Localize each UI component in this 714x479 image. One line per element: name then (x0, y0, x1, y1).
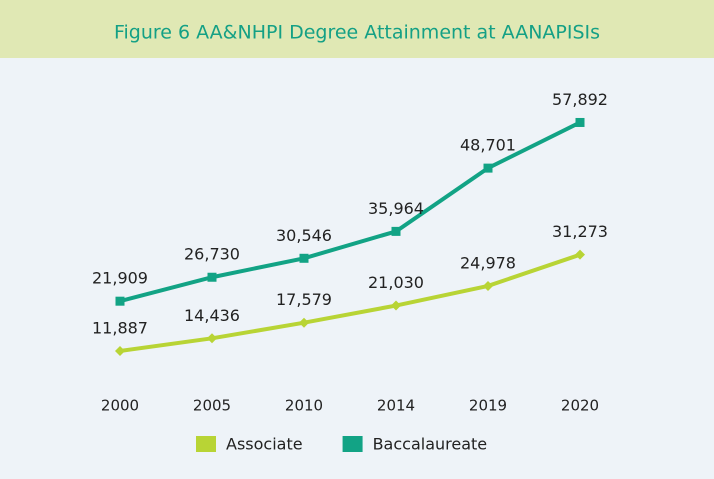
chart-title: Figure 6 AA&NHPI Degree Attainment at AA… (114, 22, 600, 44)
data-label: 24,978 (460, 253, 516, 272)
data-label: 31,273 (552, 222, 608, 241)
x-tick-label: 2005 (193, 397, 231, 415)
marker (207, 272, 217, 282)
marker (391, 226, 401, 236)
marker (575, 117, 585, 127)
marker (483, 280, 493, 291)
marker (299, 253, 309, 263)
data-label: 21,909 (92, 269, 148, 288)
x-tick-label: 2020 (561, 397, 599, 415)
x-tick-label: 2000 (101, 397, 139, 415)
legend-swatch (342, 436, 363, 452)
x-tick-label: 2010 (285, 397, 323, 415)
data-label: 21,030 (368, 273, 424, 292)
legend-label: Baccalaureate (373, 435, 488, 454)
header-band (0, 0, 714, 58)
marker (115, 345, 125, 356)
data-label: 14,436 (184, 306, 240, 325)
marker (207, 333, 217, 344)
data-label: 11,887 (92, 318, 148, 337)
line (119, 120, 581, 304)
data-label: 35,964 (368, 199, 424, 218)
marker (391, 300, 401, 311)
data-label: 48,701 (460, 136, 516, 155)
data-label: 17,579 (276, 290, 332, 309)
data-label: 57,892 (552, 90, 608, 109)
line (119, 252, 581, 353)
x-tick-label: 2014 (377, 397, 415, 415)
marker (575, 249, 585, 260)
legend-label: Associate (226, 435, 303, 454)
marker (299, 317, 309, 328)
data-label: 30,546 (276, 226, 332, 245)
data-label: 26,730 (184, 245, 240, 264)
x-tick-label: 2019 (469, 397, 507, 415)
legend-swatch (196, 436, 216, 452)
marker (115, 296, 125, 306)
marker (483, 163, 493, 173)
